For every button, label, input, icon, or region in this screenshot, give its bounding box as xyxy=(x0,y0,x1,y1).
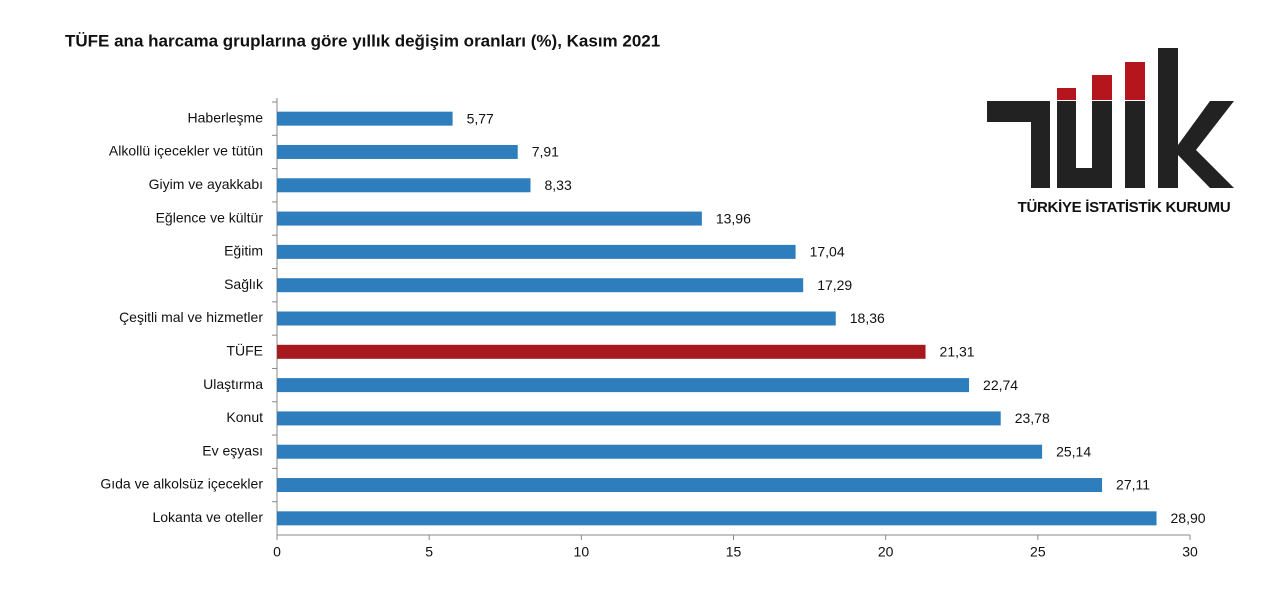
value-label: 21,31 xyxy=(940,344,975,360)
logo-shape xyxy=(1057,101,1076,188)
bar xyxy=(277,344,926,359)
logo-text: TÜRKİYE İSTATİSTİK KURUMU xyxy=(1018,199,1231,216)
chart-title: TÜFE ana harcama gruplarına göre yıllık … xyxy=(65,31,660,50)
value-label: 17,29 xyxy=(817,277,852,293)
y-tick-label: Sağlık xyxy=(224,276,264,292)
bar xyxy=(277,111,453,126)
y-tick-label: Alkollü içecekler ve tütün xyxy=(109,143,263,159)
value-label: 7,91 xyxy=(532,144,559,160)
bar xyxy=(277,478,1103,493)
y-tick-label: Eğlence ve kültür xyxy=(156,209,264,225)
x-tick-label: 10 xyxy=(574,544,590,560)
logo-shape xyxy=(1178,101,1234,188)
value-label: 18,36 xyxy=(850,310,885,326)
y-tick-label: Eğitim xyxy=(224,243,263,259)
y-tick-label: Haberleşme xyxy=(188,109,264,125)
y-tick-label: Çeşitli mal ve hizmetler xyxy=(119,309,263,325)
logo-shape xyxy=(1057,88,1076,100)
x-tick-label: 30 xyxy=(1182,544,1198,560)
bar xyxy=(277,244,796,259)
y-tick-label: Giyim ve ayakkabı xyxy=(149,176,263,192)
value-label: 8,33 xyxy=(545,177,572,193)
x-tick-label: 0 xyxy=(273,544,281,560)
y-tick-label: Ulaştırma xyxy=(203,376,263,392)
logo: TÜRKİYE İSTATİSTİK KURUMU xyxy=(987,48,1234,216)
bar xyxy=(277,278,804,293)
y-tick-label: Lokanta ve oteller xyxy=(152,509,263,525)
x-tick-label: 25 xyxy=(1030,544,1046,560)
y-tick-label: TÜFE xyxy=(226,342,263,359)
x-tick-label: 15 xyxy=(726,544,742,560)
logo-shape xyxy=(1092,101,1112,188)
bar xyxy=(277,511,1157,526)
value-label: 27,11 xyxy=(1116,477,1150,493)
x-tick-label: 20 xyxy=(878,544,894,560)
bar xyxy=(277,144,518,159)
logo-shape xyxy=(1125,101,1145,188)
value-label: 25,14 xyxy=(1056,443,1091,459)
bar xyxy=(277,444,1043,459)
value-label: 22,74 xyxy=(983,377,1018,393)
value-label: 5,77 xyxy=(467,110,494,126)
y-tick-label: Konut xyxy=(226,409,263,425)
bar xyxy=(277,211,702,226)
y-tick-label: Gıda ve alkolsüz içecekler xyxy=(100,476,263,492)
value-label: 13,96 xyxy=(716,210,751,226)
value-label: 23,78 xyxy=(1015,410,1050,426)
bar xyxy=(277,311,836,326)
bar xyxy=(277,178,531,193)
y-tick-label: Ev eşyası xyxy=(202,442,263,458)
bar xyxy=(277,378,970,393)
x-tick-label: 5 xyxy=(425,544,433,560)
logo-shape xyxy=(1031,101,1050,188)
logo-shape xyxy=(1158,48,1178,188)
value-label: 17,04 xyxy=(810,244,845,260)
logo-shape xyxy=(1092,75,1112,100)
value-label: 28,90 xyxy=(1171,510,1206,526)
bar xyxy=(277,411,1001,426)
logo-shape xyxy=(1125,62,1145,100)
